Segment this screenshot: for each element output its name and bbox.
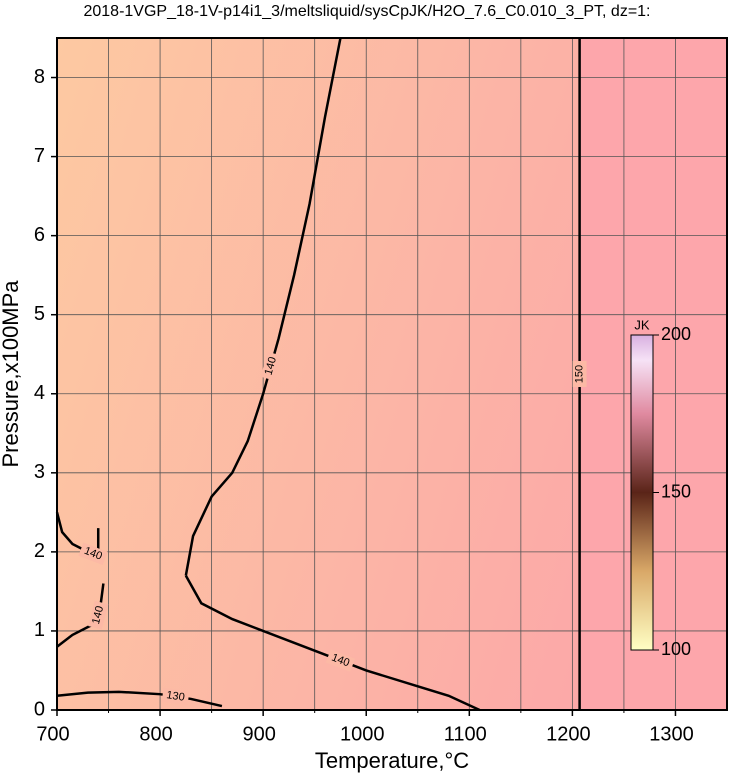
contour-label-bg xyxy=(78,542,108,566)
contour-label: 140 xyxy=(90,605,106,626)
y-tick-label: 7 xyxy=(34,145,45,167)
chart-title: 2018-1VGP_18-1V-p14i1_3/meltsliquid/sysC… xyxy=(83,3,650,20)
y-tick-label: 8 xyxy=(34,66,45,88)
colorbar-ticks: 100 150 200 xyxy=(653,324,691,659)
colorbar-tick-label: 150 xyxy=(661,481,691,501)
y-tick-label: 2 xyxy=(34,540,45,562)
y-tick-label: 4 xyxy=(34,382,45,404)
x-tick-label: 800 xyxy=(139,723,172,745)
contour-label: 130 xyxy=(166,689,186,704)
contour-label: 140 xyxy=(263,356,279,377)
x-tick-label: 1300 xyxy=(649,723,694,745)
y-tick-label: 5 xyxy=(34,303,45,325)
colorbar xyxy=(630,334,654,651)
contour-label-bg xyxy=(161,687,190,706)
x-tick-label: 1200 xyxy=(546,723,591,745)
contour-label-bg xyxy=(572,361,587,387)
colorbar-label: JK xyxy=(634,317,650,332)
x-tick-label: 700 xyxy=(36,723,69,745)
x-tick-label: 900 xyxy=(242,723,275,745)
y-tick-label: 0 xyxy=(34,698,45,720)
colorbar-tick-label: 200 xyxy=(661,324,691,344)
y-tick-label: 6 xyxy=(34,224,45,246)
contour-label: 150 xyxy=(574,365,586,383)
x-tick-label: 1000 xyxy=(340,723,385,745)
y-tick-label: 1 xyxy=(34,619,45,641)
colorbar-tick-label: 100 xyxy=(661,639,691,659)
contour-label-bg xyxy=(260,351,282,381)
grid xyxy=(51,38,727,716)
contour-line xyxy=(184,37,342,576)
contour-line xyxy=(56,690,223,708)
contour-label-bg xyxy=(325,649,356,672)
contour-line xyxy=(184,574,481,712)
y-axis-label: Pressure,x100MPa xyxy=(0,280,23,468)
plot-frame xyxy=(56,37,728,711)
x-axis-label: Temperature,°C xyxy=(315,748,469,773)
x-tick-label: 1100 xyxy=(444,723,487,745)
contour-label-bg xyxy=(88,600,109,630)
y-tick-label: 3 xyxy=(34,461,45,483)
